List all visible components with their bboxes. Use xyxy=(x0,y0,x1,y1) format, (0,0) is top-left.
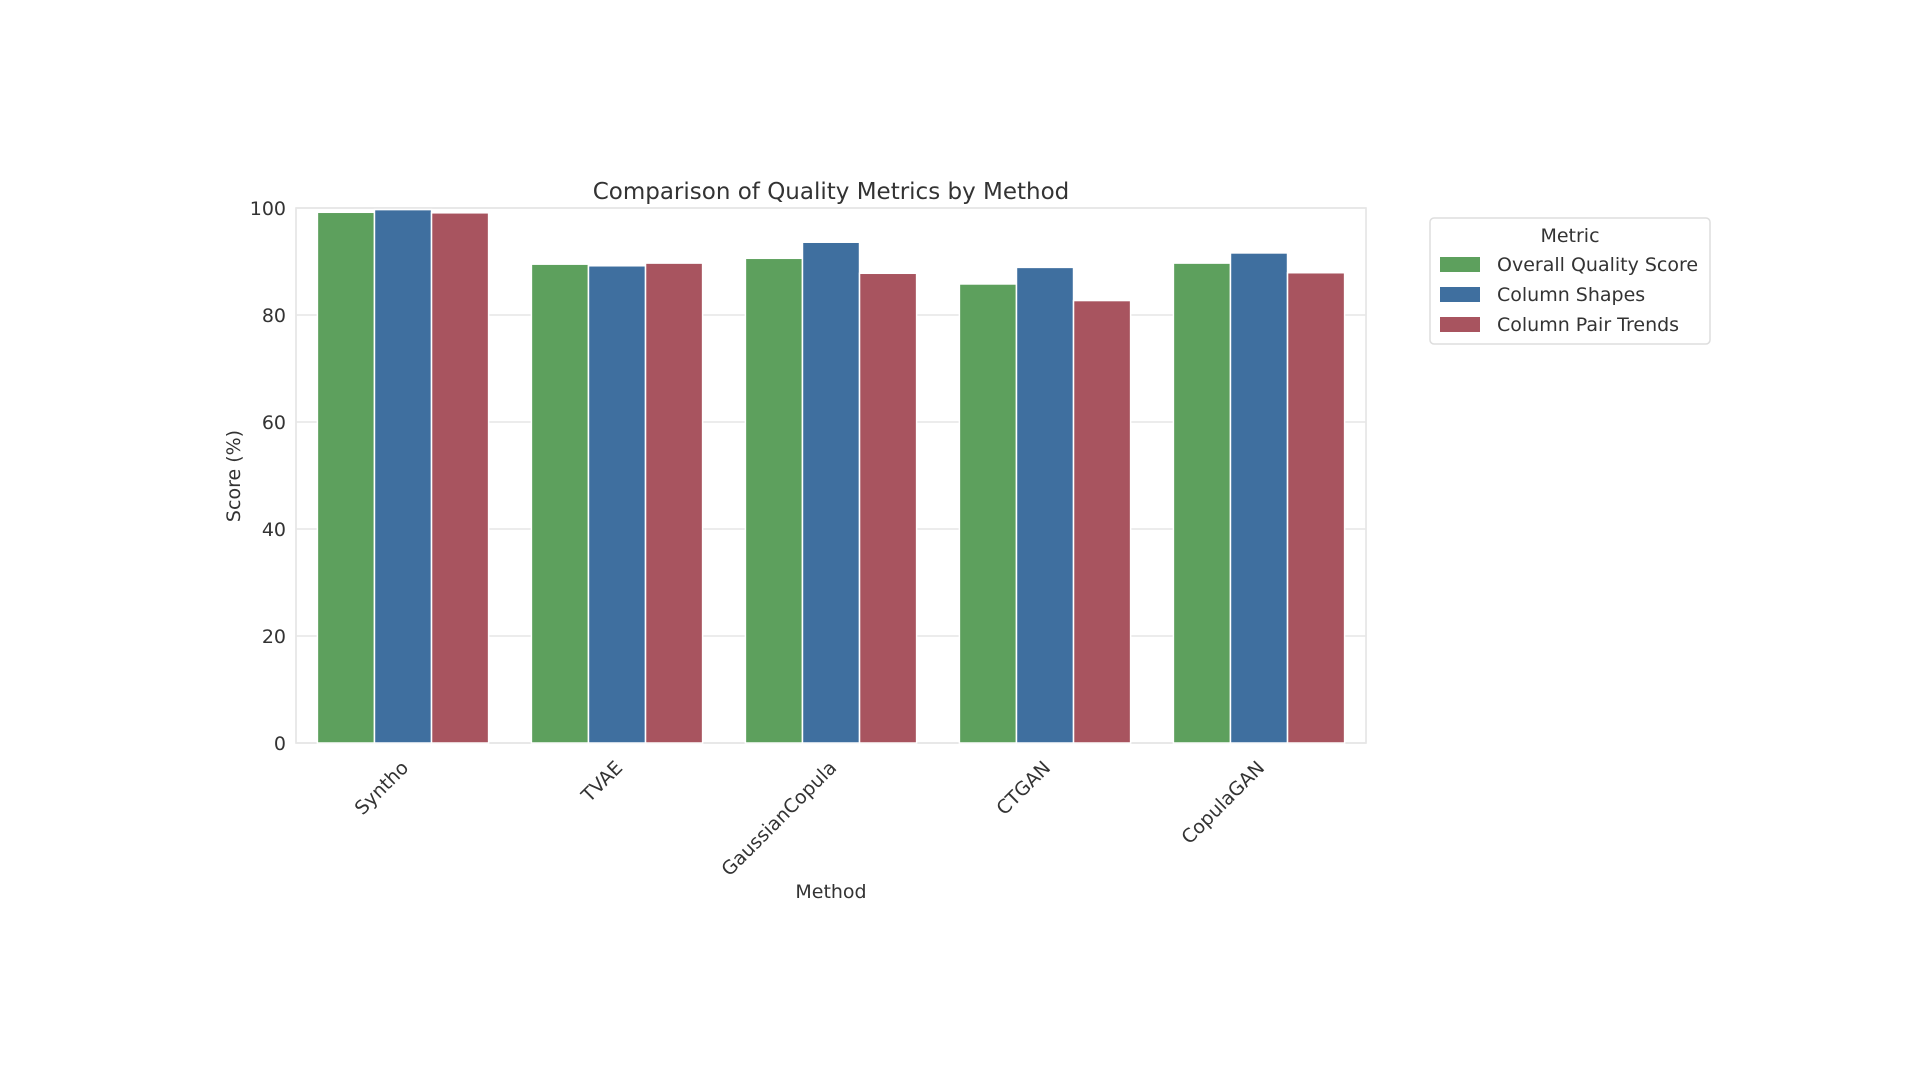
x-tick-label: CTGAN xyxy=(992,757,1055,820)
bar-copulagan-overall-quality-score xyxy=(1172,262,1232,744)
y-tick-labels: 0 20 40 60 80 100 xyxy=(250,198,286,755)
bar-syntho-column-shapes xyxy=(373,208,433,744)
x-tick-label: TVAE xyxy=(577,757,627,807)
bar-tvae-overall-quality-score xyxy=(530,263,590,744)
y-tick-label: 40 xyxy=(262,519,286,541)
x-tick-label: GaussianCopula xyxy=(717,757,841,881)
x-axis-label: Method xyxy=(795,881,866,903)
bar-tvae-column-pair-trends xyxy=(644,262,704,744)
bar-ctgan-column-pair-trends xyxy=(1072,299,1132,744)
y-tick-label: 20 xyxy=(262,626,286,648)
y-tick-label: 100 xyxy=(250,198,286,220)
chart-title: Comparison of Quality Metrics by Method xyxy=(593,179,1070,205)
bar-gaussiancopula-column-shapes xyxy=(801,241,861,744)
bar-gaussiancopula-overall-quality-score xyxy=(744,257,804,744)
x-tick-label: Syntho xyxy=(351,757,414,820)
bar-tvae-column-shapes xyxy=(587,265,647,744)
legend-entry: Column Pair Trends xyxy=(1497,314,1679,336)
bars xyxy=(316,208,1346,744)
bar-gaussiancopula-column-pair-trends xyxy=(858,272,918,744)
y-tick-label: 60 xyxy=(262,412,286,434)
legend-swatch xyxy=(1440,287,1480,302)
y-axis-label: Score (%) xyxy=(223,430,245,522)
x-tick-labels: Syntho TVAE GaussianCopula CTGAN CopulaGAN xyxy=(351,757,1270,881)
legend: Metric Overall Quality Score Column Shape… xyxy=(1429,217,1711,345)
legend-entry: Overall Quality Score xyxy=(1497,254,1698,276)
bar-syntho-column-pair-trends xyxy=(430,212,490,744)
bar-copulagan-column-shapes xyxy=(1229,252,1289,744)
bar-syntho-overall-quality-score xyxy=(316,211,376,744)
x-tick-label: CopulaGAN xyxy=(1177,757,1269,849)
y-tick-label: 80 xyxy=(262,305,286,327)
legend-swatch xyxy=(1440,317,1480,332)
y-tick-label: 0 xyxy=(274,733,286,755)
bar-ctgan-column-shapes xyxy=(1015,266,1075,744)
legend-swatch xyxy=(1440,257,1480,272)
legend-entry: Column Shapes xyxy=(1497,284,1645,306)
bar-ctgan-overall-quality-score xyxy=(958,283,1018,744)
legend-title: Metric xyxy=(1540,225,1599,247)
legend-items: Overall Quality Score Column Shapes Column… xyxy=(1440,254,1698,336)
legend-frame xyxy=(1429,217,1711,345)
bar-copulagan-column-pair-trends xyxy=(1286,271,1346,744)
